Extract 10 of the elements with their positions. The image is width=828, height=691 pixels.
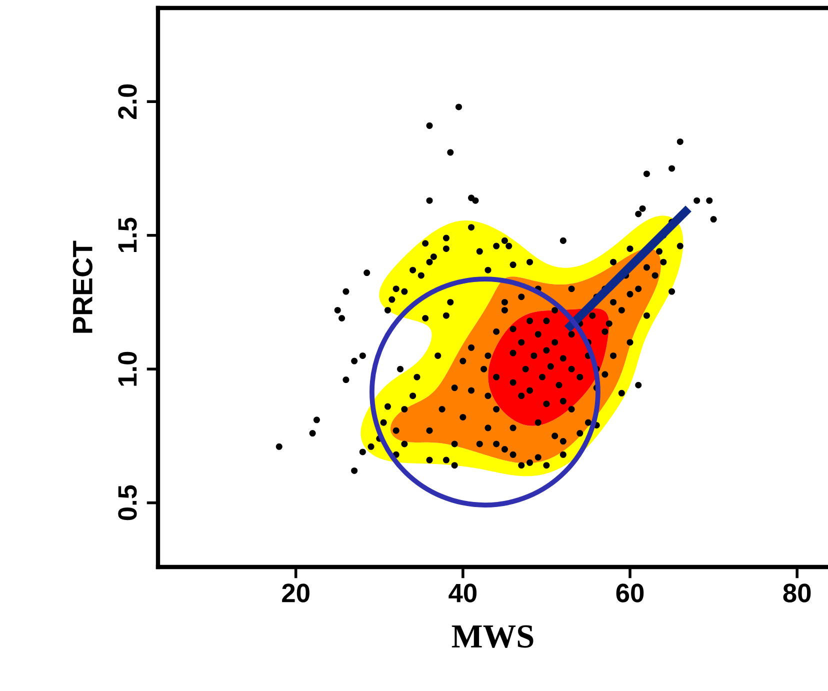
x-tick-label: 80 <box>783 584 811 602</box>
x-axis-title: MWS <box>452 625 534 648</box>
y-tick-label: 2.0 <box>118 84 137 120</box>
y-tick-label: 1.5 <box>118 218 137 252</box>
y-tick-label: 1.0 <box>118 352 137 386</box>
y-tick-label: 0.5 <box>118 485 137 520</box>
x-tick-label: 60 <box>616 584 644 602</box>
y-axis-title: PRECT <box>72 240 92 333</box>
x-tick-label: 20 <box>282 584 310 602</box>
x-tick-label: 40 <box>448 584 477 602</box>
